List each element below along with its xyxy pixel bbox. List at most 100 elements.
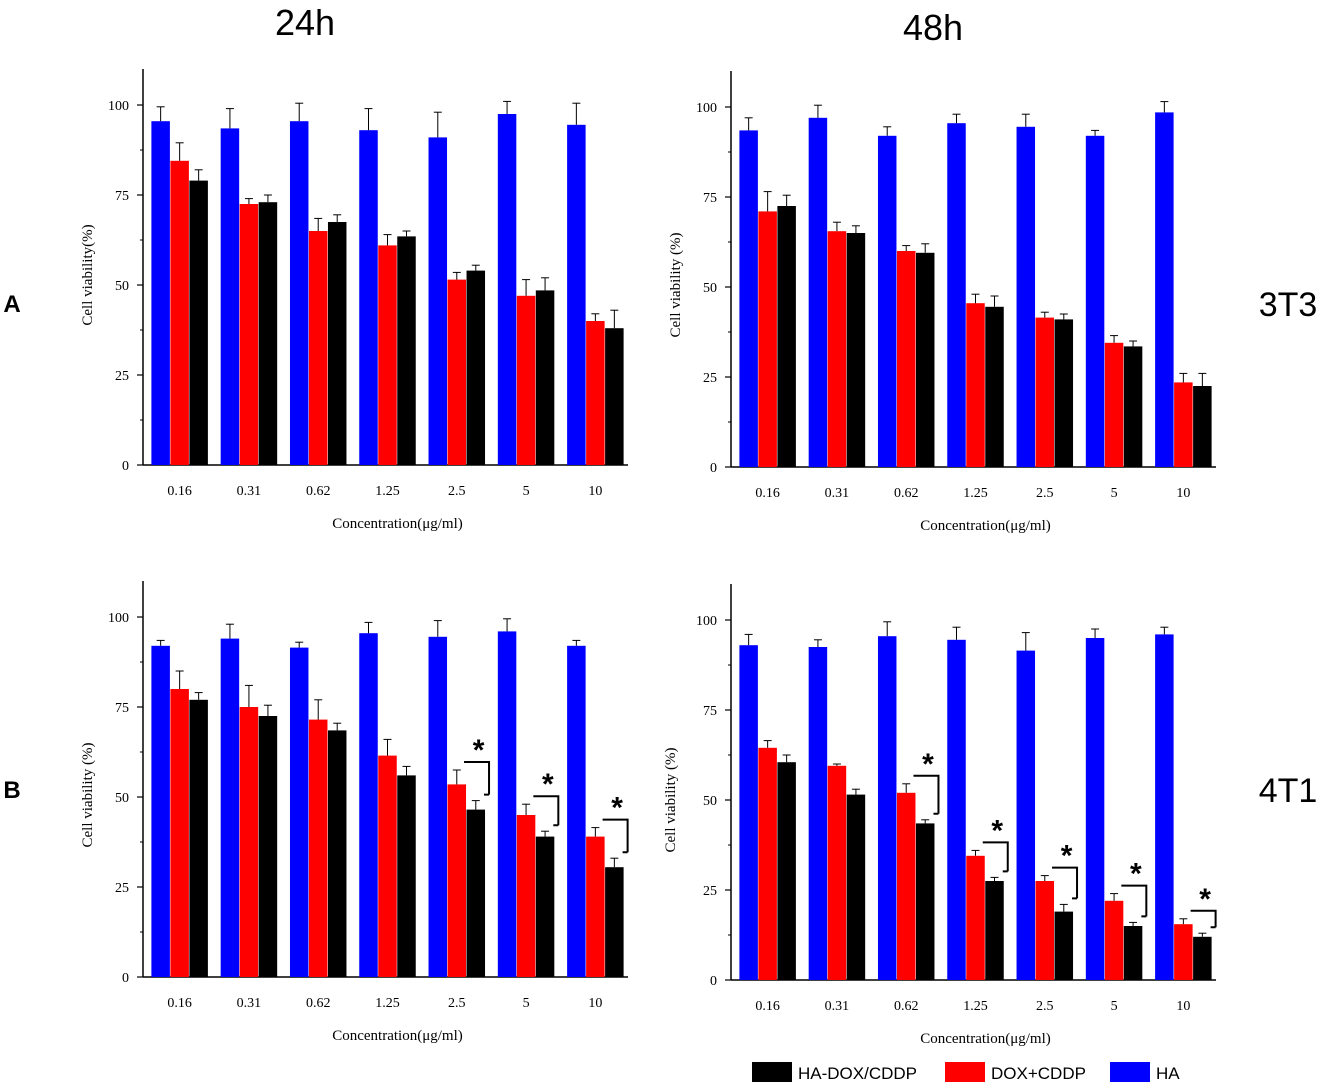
y-tick-label: 25: [703, 884, 717, 899]
bar-ha-dox-cddp-0-62: [327, 730, 347, 977]
bar-dox-cddp-0-31: [827, 231, 847, 467]
bar-ha-0-16: [151, 645, 170, 977]
bar-ha-dox-cddp-0-62: [915, 252, 935, 467]
x-tick-label-2-5: 2.5: [448, 996, 466, 1011]
bar-ha-10: [1155, 634, 1174, 980]
bar-dox-cddp-5: [1104, 342, 1124, 467]
x-tick-label-10: 10: [1176, 486, 1190, 501]
bar-ha-0-16: [739, 645, 758, 980]
significance-asterisk-2-5: *: [1061, 840, 1073, 873]
column-title-24h: 24h: [275, 2, 335, 43]
bar-ha-0-16: [739, 130, 758, 467]
bar-ha-1-25: [947, 639, 966, 980]
chart-b-48h: 0 25 50 75 100 Cell viability (%) Concentratio…: [663, 584, 1217, 1047]
legend-swatch-ha-dox-cddp: [752, 1062, 792, 1082]
bar-dox-cddp-0-62: [896, 251, 916, 467]
x-axis-label: Concentration(μg/ml): [920, 1031, 1051, 1047]
x-tick-label-0-31: 0.31: [237, 996, 262, 1011]
legend-label-ha: HA: [1156, 1064, 1180, 1083]
bar-ha-dox-cddp-10: [1193, 386, 1212, 467]
x-tick-label-0-62: 0.62: [306, 484, 331, 499]
x-tick-label-1-25: 1.25: [375, 484, 400, 499]
bar-ha-dox-cddp-0-62: [915, 823, 935, 980]
bar-ha-1-25: [359, 633, 378, 977]
x-tick-label-2-5: 2.5: [1036, 999, 1054, 1014]
y-tick-label: 100: [696, 101, 717, 116]
y-tick-label: 50: [115, 791, 129, 806]
significance-asterisk-10: *: [611, 792, 623, 825]
bar-ha-dox-cddp-5: [535, 836, 555, 977]
bar-ha-2-5: [428, 137, 448, 465]
bar-dox-cddp-0-62: [308, 719, 328, 977]
bar-ha-1-25: [947, 123, 966, 467]
legend: HA-DOX/CDDP DOX+CDDP HA: [752, 1062, 1180, 1083]
x-tick-label-0-16: 0.16: [755, 999, 780, 1014]
bar-ha-2-5: [428, 636, 448, 977]
bar-ha-0-62: [289, 647, 309, 977]
bar-ha-10: [567, 645, 586, 977]
significance-bracket-0-62: [913, 774, 940, 815]
bar-ha-dox-cddp-1-25: [397, 236, 416, 465]
bar-ha-dox-cddp-5: [1123, 926, 1143, 980]
y-tick-label: 25: [703, 371, 717, 386]
bar-ha-dox-cddp-0-31: [846, 233, 866, 467]
bar-ha-dox-cddp-10: [1193, 936, 1212, 980]
y-tick-label: 75: [703, 704, 717, 719]
bar-dox-cddp-0-31: [827, 765, 847, 980]
cell-line-label-3T3: 3T3: [1259, 286, 1318, 324]
x-tick-label-0-16: 0.16: [167, 484, 192, 499]
row-label-A: A: [3, 291, 20, 318]
bar-dox-cddp-1-25: [966, 855, 985, 980]
x-tick-label-0-62: 0.62: [306, 996, 331, 1011]
y-tick-label: 50: [115, 279, 129, 294]
significance-bracket-10: [602, 818, 629, 854]
bar-dox-cddp-0-31: [239, 204, 259, 465]
y-tick-label: 75: [115, 189, 129, 204]
bar-ha-0-16: [151, 121, 170, 465]
x-tick-label-0-16: 0.16: [755, 486, 780, 501]
bar-ha-5: [1085, 638, 1105, 980]
y-axis-label: Cell viability(%): [80, 224, 96, 325]
bar-ha-dox-cddp-2-5: [466, 270, 486, 465]
legend-label-ha-dox-cddp: HA-DOX/CDDP: [798, 1064, 917, 1083]
bar-dox-cddp-10: [1174, 382, 1193, 467]
bar-ha-dox-cddp-2-5: [1054, 319, 1074, 467]
x-tick-label-5: 5: [523, 996, 530, 1011]
x-tick-label-0-31: 0.31: [825, 999, 850, 1014]
bar-dox-cddp-2-5: [447, 784, 467, 977]
x-tick-label-2-5: 2.5: [1036, 486, 1054, 501]
bar-ha-2-5: [1016, 650, 1036, 980]
x-tick-label-1-25: 1.25: [963, 486, 988, 501]
significance-asterisk-0-62: *: [922, 748, 934, 781]
bar-ha-1-25: [359, 130, 378, 465]
bar-ha-0-31: [808, 647, 828, 980]
y-axis-label: Cell viability (%): [80, 743, 96, 848]
bar-dox-cddp-0-62: [896, 792, 916, 980]
bar-ha-2-5: [1016, 126, 1036, 468]
legend-label-dox-cddp: DOX+CDDP: [991, 1064, 1086, 1083]
legend-swatch-dox-cddp: [945, 1062, 985, 1082]
significance-asterisk-10: *: [1199, 883, 1211, 916]
bar-ha-0-62: [877, 135, 897, 468]
bar-ha-dox-cddp-10: [605, 328, 624, 465]
bar-dox-cddp-0-16: [758, 747, 777, 980]
significance-asterisk-5: *: [1130, 858, 1142, 891]
y-tick-label: 0: [710, 461, 717, 476]
bar-ha-dox-cddp-0-62: [327, 222, 347, 465]
bar-ha-dox-cddp-1-25: [397, 775, 416, 977]
y-axis-label: Cell viability (%): [663, 748, 679, 853]
x-tick-label-1-25: 1.25: [963, 999, 988, 1014]
row-label-B: B: [3, 777, 20, 804]
bar-dox-cddp-10: [1174, 924, 1193, 980]
bar-dox-cddp-5: [516, 815, 536, 977]
x-tick-label-0-62: 0.62: [894, 999, 919, 1014]
x-axis-label: Concentration(μg/ml): [332, 1028, 463, 1044]
y-tick-label: 75: [115, 701, 129, 716]
bar-ha-dox-cddp-1-25: [985, 306, 1004, 467]
y-tick-label: 50: [703, 794, 717, 809]
bar-ha-0-31: [220, 638, 240, 977]
bar-ha-dox-cddp-5: [1123, 346, 1143, 467]
bar-dox-cddp-1-25: [966, 303, 985, 467]
bar-ha-0-62: [289, 121, 309, 465]
